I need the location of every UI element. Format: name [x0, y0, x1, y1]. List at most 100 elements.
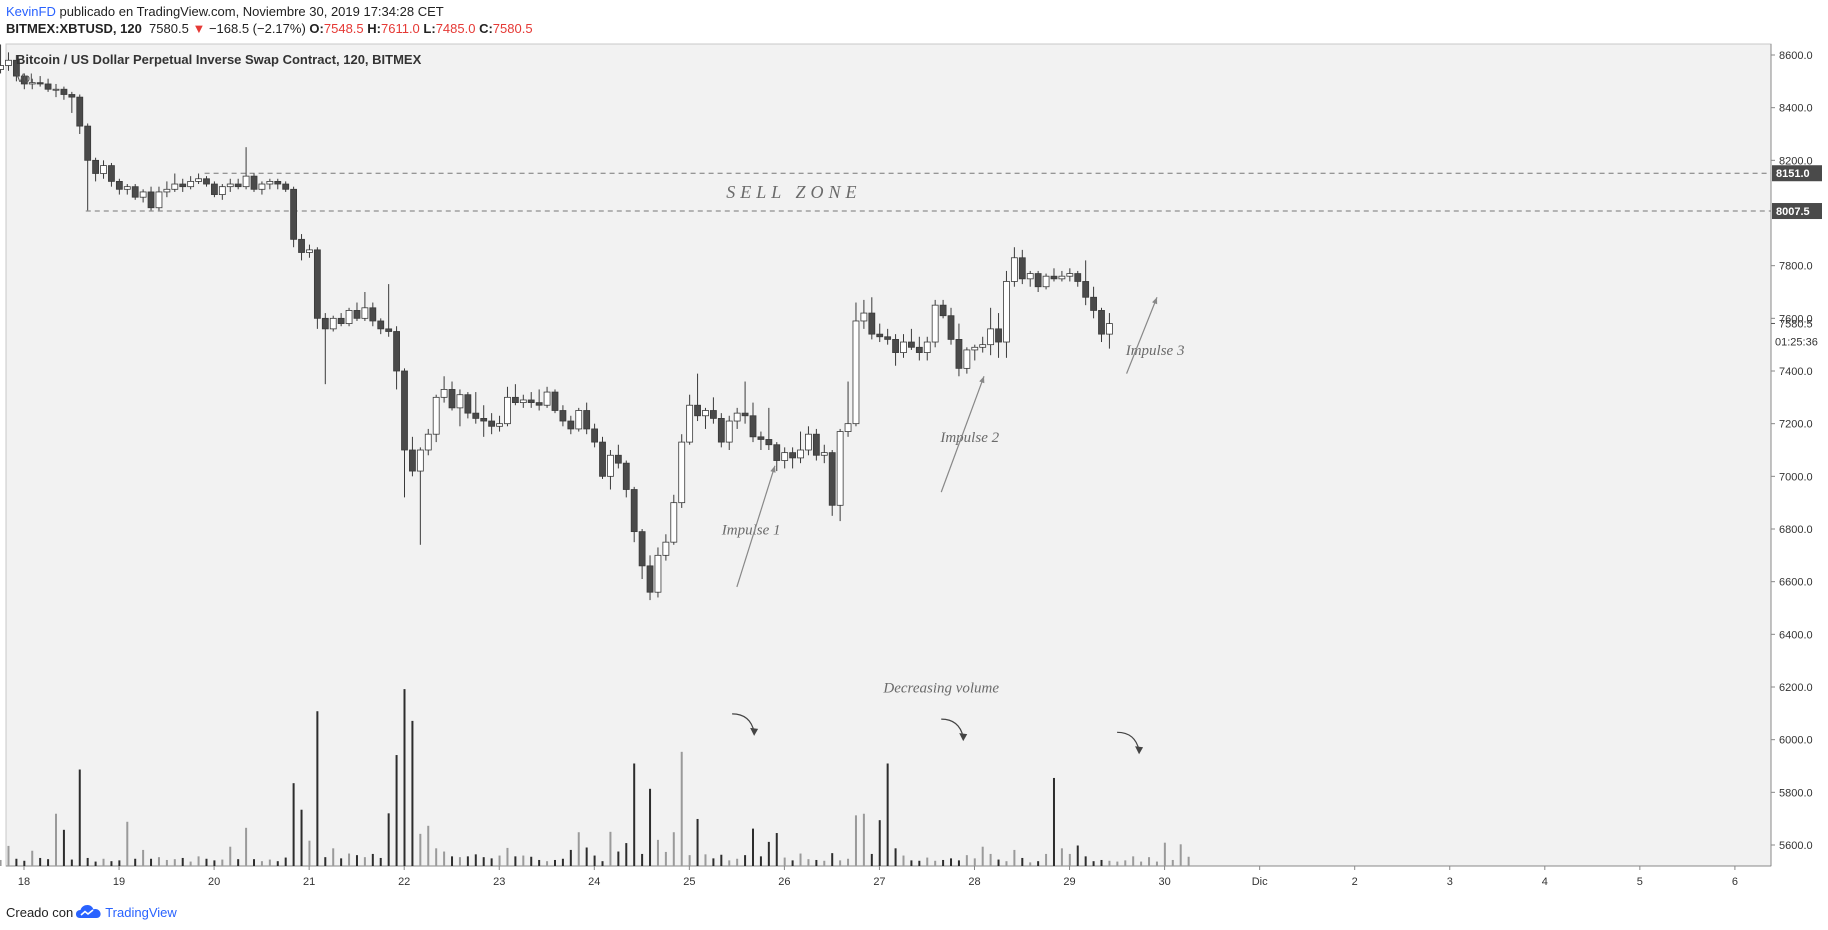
publish-text: publicado en TradingView.com, Noviembre …	[55, 4, 444, 19]
x-tick-label: 19	[113, 876, 125, 888]
x-tick-label: 25	[683, 876, 695, 888]
candle	[385, 284, 393, 337]
candle-body	[575, 410, 583, 430]
candle	[76, 94, 84, 134]
volume-bar	[324, 857, 327, 866]
candle-body	[987, 328, 995, 346]
volume-bar	[1155, 861, 1158, 866]
candle	[321, 313, 329, 385]
volume-bar	[641, 853, 644, 866]
tradingview-link[interactable]: TradingView	[105, 905, 177, 920]
volume-bar	[847, 858, 850, 866]
volume-bar	[688, 855, 691, 866]
volume-bar	[173, 859, 176, 866]
volume-bar	[672, 832, 675, 866]
volume-bar	[245, 827, 248, 866]
candle	[52, 83, 60, 98]
candle	[812, 428, 820, 461]
chart-pane[interactable]	[5, 43, 1772, 867]
volume-bar	[815, 859, 818, 866]
candle-body	[646, 565, 654, 593]
volume-bar	[981, 846, 984, 866]
candle	[298, 234, 305, 261]
candle	[369, 302, 377, 327]
volume-bar	[348, 853, 351, 866]
candle	[488, 413, 496, 435]
volume-bar	[308, 840, 311, 866]
zone-top-price-tag-box	[1772, 165, 1822, 182]
candle	[480, 405, 488, 437]
candle	[781, 447, 789, 469]
candle	[646, 555, 654, 601]
last-price: 7580.5	[149, 21, 189, 36]
candle	[1074, 270, 1082, 287]
candle	[591, 423, 598, 448]
candle-body	[591, 428, 598, 443]
candle	[496, 415, 503, 432]
candle-body	[741, 412, 749, 417]
candle	[203, 176, 210, 187]
candle-body	[321, 317, 329, 330]
volume-bar	[253, 859, 256, 866]
candle	[187, 176, 195, 190]
x-tick-label: 28	[968, 876, 980, 888]
candle	[28, 78, 36, 90]
candle-body	[1003, 281, 1010, 343]
volume-bar	[744, 855, 747, 866]
x-tick-label: 26	[778, 876, 790, 888]
volume-bar	[371, 853, 374, 866]
author-link[interactable]: KevinFD	[6, 4, 56, 19]
candle-body	[1066, 273, 1074, 277]
volume-bar	[189, 861, 192, 866]
candle	[717, 413, 725, 448]
volume-bar	[538, 859, 541, 866]
candle	[931, 299, 939, 348]
candle-body	[860, 312, 868, 322]
candle-body	[432, 396, 440, 435]
candle-body	[1082, 281, 1090, 298]
candle-body	[749, 415, 757, 438]
candle-body	[155, 191, 163, 209]
candle-body	[345, 310, 353, 324]
candle	[1034, 270, 1042, 292]
candle	[472, 392, 480, 424]
candle	[765, 407, 773, 450]
candle-body	[171, 183, 179, 190]
volume-bar	[150, 858, 153, 866]
candle	[923, 336, 931, 361]
volume-bar	[593, 855, 596, 866]
candle	[1050, 268, 1058, 282]
candle	[1082, 260, 1090, 306]
candle-body	[733, 412, 741, 422]
candle-body	[963, 349, 971, 369]
candle	[258, 181, 266, 195]
candle-body	[409, 449, 416, 472]
candle	[409, 436, 416, 477]
volume-bar	[1187, 856, 1190, 866]
volume-bar	[268, 859, 271, 866]
candle-body	[757, 436, 765, 440]
candle	[630, 486, 638, 543]
candle	[583, 402, 591, 435]
volume-bar	[553, 859, 556, 866]
volume-bar	[197, 856, 200, 866]
volume-bar	[237, 859, 240, 866]
x-tick-label: 18	[18, 876, 30, 888]
volume-bar	[0, 859, 2, 866]
candle	[282, 181, 290, 192]
candle-body	[147, 191, 155, 209]
candle	[290, 186, 298, 248]
volume-bar	[957, 860, 960, 866]
volume-bar	[1029, 862, 1032, 866]
candle	[1058, 270, 1066, 282]
volume-curve-arrow-head	[959, 733, 968, 742]
candle-body	[583, 410, 591, 430]
x-tick-label: 21	[303, 876, 315, 888]
y-tick-label: 7000.0	[1779, 471, 1813, 483]
candle	[306, 244, 313, 258]
candle-body	[472, 412, 480, 419]
candle-body	[1050, 275, 1058, 280]
candle-body	[812, 433, 820, 456]
volume-bar	[1076, 845, 1079, 866]
